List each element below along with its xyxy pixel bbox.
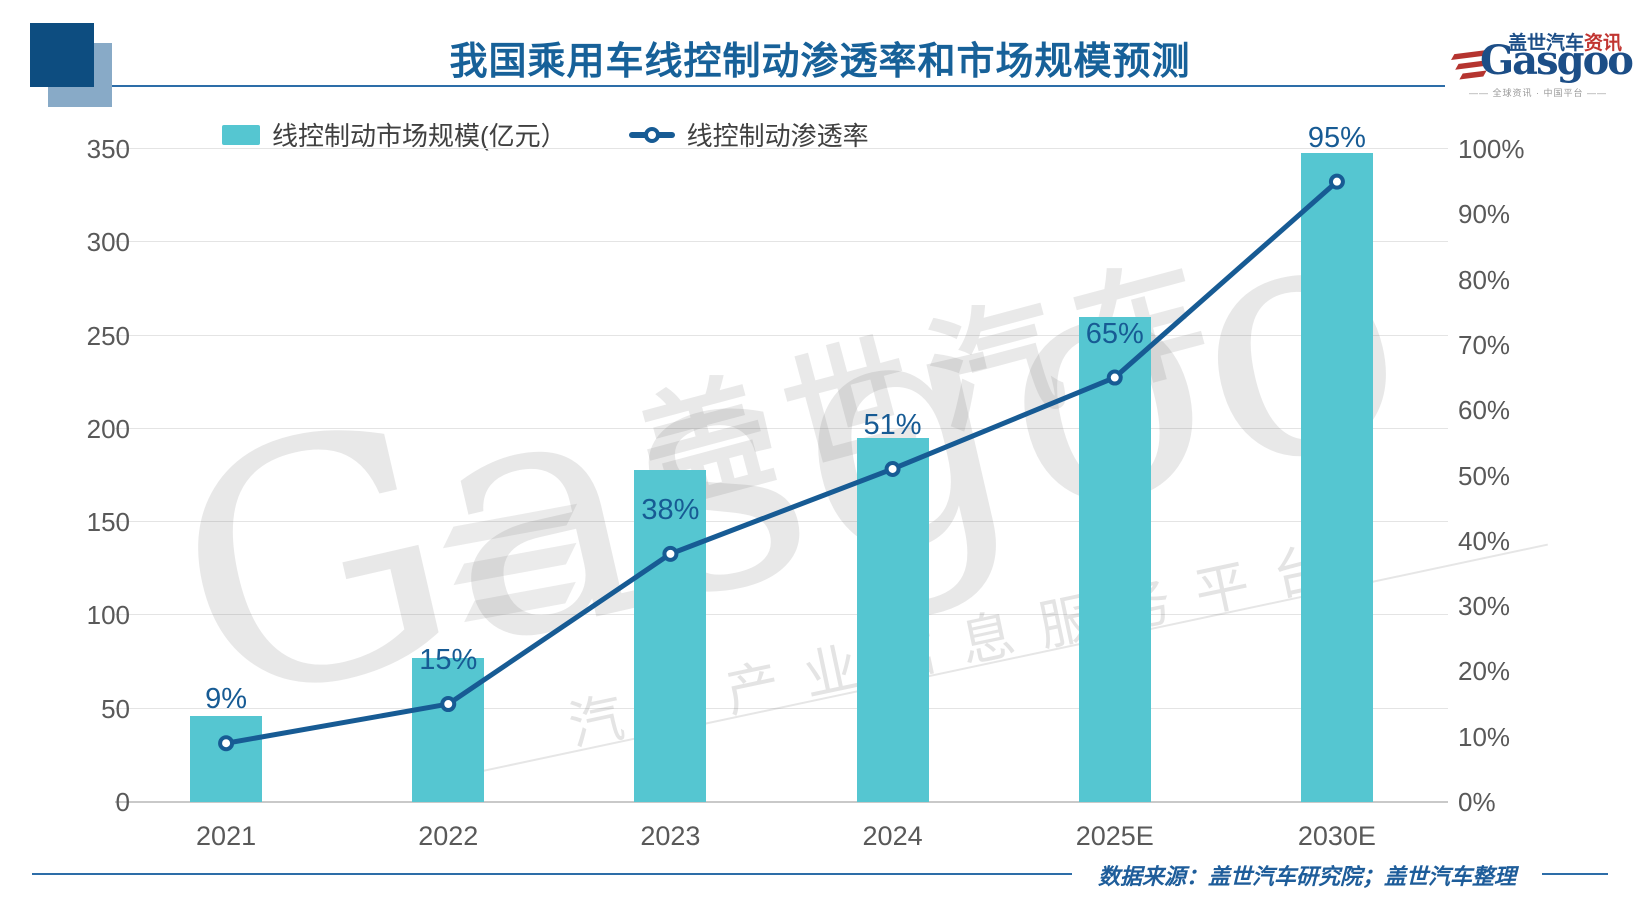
right-axis-tick-70%: 70% xyxy=(1458,329,1511,360)
logo-text-en: Gasgoo xyxy=(1480,37,1634,84)
left-axis-tick-150: 150 xyxy=(86,507,130,538)
right-axis-tick-90%: 90% xyxy=(1458,199,1511,230)
data-label-2023: 38% xyxy=(641,493,700,526)
gridline-350 xyxy=(115,148,1448,149)
bar-swatch-icon xyxy=(222,124,260,145)
right-axis-tick-20%: 20% xyxy=(1458,656,1511,687)
right-axis-tick-50%: 50% xyxy=(1458,460,1511,491)
logo-text-zh: 盖世汽车资讯 xyxy=(1508,28,1622,55)
footer-rule-right xyxy=(1542,873,1608,875)
data-label-2024: 51% xyxy=(863,408,922,441)
gasgoo-logo: 盖世汽车资讯 Gasgoo —— 全球资讯 · 中国平台 —— xyxy=(1451,26,1634,98)
logo-zh-main: 盖世汽车 xyxy=(1508,33,1585,54)
x-axis-label-2021: 2021 xyxy=(196,821,257,851)
page-title: 我国乘用车线控制动渗透率和市场规模预测 xyxy=(449,41,1191,83)
x-axis-label-2022: 2022 xyxy=(418,821,479,851)
left-axis-tick-0: 0 xyxy=(115,787,130,817)
x-axis-label-2023: 2023 xyxy=(640,821,701,851)
data-source-note: 数据来源：盖世汽车研究院；盖世汽车整理 xyxy=(1097,864,1516,889)
logo-tagline: —— 全球资讯 · 中国平台 —— xyxy=(1469,88,1607,98)
x-axis-label-2024: 2024 xyxy=(862,821,923,851)
right-axis-tick-60%: 60% xyxy=(1458,395,1511,426)
right-axis-tick-30%: 30% xyxy=(1458,591,1511,622)
bar-2022 xyxy=(412,658,485,802)
bar-2021 xyxy=(190,716,263,802)
right-axis-tick-10%: 10% xyxy=(1458,721,1511,752)
left-axis-tick-200: 200 xyxy=(86,413,130,444)
left-axis-tick-350: 350 xyxy=(86,134,130,164)
bar-2030E xyxy=(1300,152,1373,802)
data-label-2025E: 65% xyxy=(1085,317,1144,350)
legend: 线控制动市场规模(亿元） 线控制动渗透率 xyxy=(222,116,869,153)
x-axis-label-2025E: 2025E xyxy=(1075,821,1154,851)
gridline-0 xyxy=(115,801,1448,803)
data-label-2022: 15% xyxy=(419,644,478,677)
legend-label: 线控制动市场规模(亿元） xyxy=(272,121,567,151)
bar-2024 xyxy=(856,438,929,802)
left-axis-tick-300: 300 xyxy=(86,227,130,258)
bar-2025E xyxy=(1078,316,1151,802)
line-swatch-dot-icon xyxy=(643,126,660,143)
left-axis-tick-50: 50 xyxy=(101,693,130,724)
right-axis-tick-0%: 0% xyxy=(1458,787,1496,817)
legend-item-market-size: 线控制动市场规模(亿元） xyxy=(222,116,567,153)
right-axis-tick-100%: 100% xyxy=(1458,134,1525,164)
right-axis-tick-80%: 80% xyxy=(1458,264,1511,295)
header-rule xyxy=(30,85,1445,87)
right-axis-tick-40%: 40% xyxy=(1458,525,1511,556)
footer-rule-left xyxy=(32,873,1072,875)
legend-label: 线控制动渗透率 xyxy=(686,121,869,151)
logo-zh-suffix: 资讯 xyxy=(1584,33,1623,54)
x-axis-label-2030E: 2030E xyxy=(1297,821,1376,851)
deco-square-dark xyxy=(30,23,94,87)
data-label-2021: 9% xyxy=(205,683,248,716)
line-swatch-icon xyxy=(628,126,675,143)
legend-item-penetration: 线控制动渗透率 xyxy=(628,116,869,153)
data-label-2030E: 95% xyxy=(1307,121,1366,154)
left-axis-tick-100: 100 xyxy=(86,600,130,631)
left-axis-tick-250: 250 xyxy=(86,320,130,351)
